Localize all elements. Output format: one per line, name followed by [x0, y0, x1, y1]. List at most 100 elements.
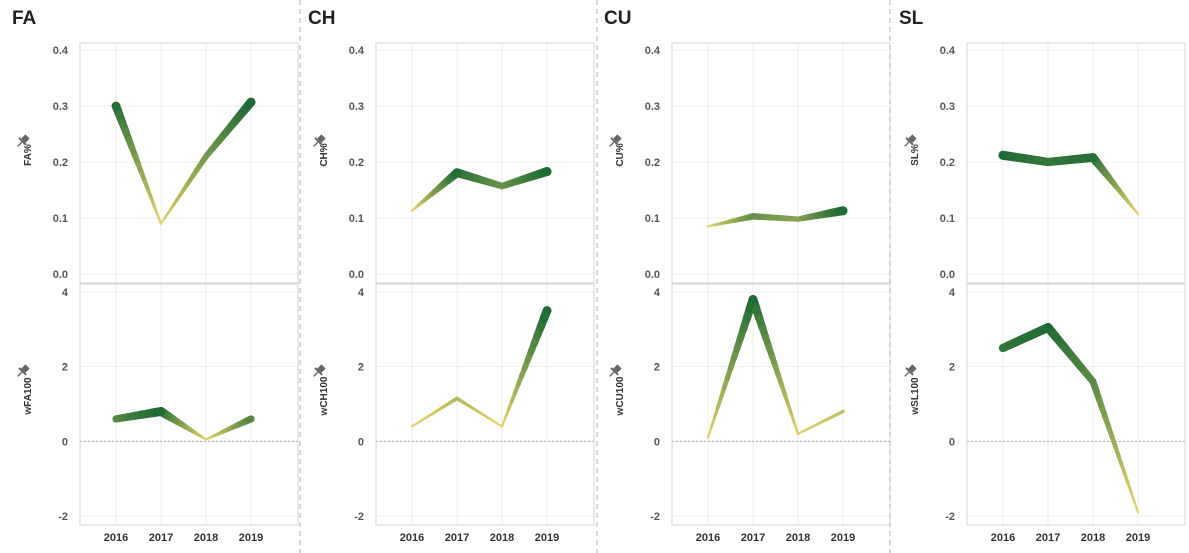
panel-fa-bottom-frame	[79, 283, 299, 526]
panel-cu-bottom-segment-1	[748, 295, 800, 436]
pin-icon-needle	[904, 141, 910, 147]
panel-fa-top-row: 0.4 0.3 0.2 0.1 0.0 FA%	[17, 42, 299, 284]
panel-sl-xtick-3: 2019	[1126, 532, 1150, 544]
panel-sl-bottom-segment-2	[1089, 378, 1140, 514]
pin-icon-head	[317, 134, 326, 143]
panel-ch-bottom-segment-0	[410, 396, 459, 428]
pin-icon	[609, 364, 622, 377]
panel-sl-bottom-series	[998, 322, 1140, 514]
panel-sl-bottom-frame	[966, 283, 1186, 526]
pin-icon-head	[613, 364, 622, 373]
panel-ch-bottom-ytick-2: 0	[358, 436, 364, 448]
panel-ch-top-point-1	[452, 168, 462, 178]
panel-cu-bottom-segment-0	[706, 295, 758, 439]
panel-ch-xtick-0: 2016	[400, 532, 424, 544]
panel-cu-xtick-2: 2018	[786, 532, 810, 544]
panel-ch-bottom-ytick-0: 4	[358, 287, 365, 299]
panel-ch-bottom-row: 4 2 0 -2 wCH100	[313, 283, 595, 526]
panel-ch-bottom-point-3	[542, 306, 552, 316]
panel-fa-top-ytick-3: 0.1	[53, 213, 68, 225]
panel-ch-title: CH	[308, 8, 335, 29]
panel-ch-xtick-2: 2018	[490, 532, 514, 544]
panel-sl-bottom-point-0	[998, 343, 1008, 353]
panel-sl-bottom-point-1	[1043, 322, 1053, 332]
panel-sl-xtick-1: 2017	[1036, 532, 1060, 544]
panel-fa-top-ytick-2: 0.2	[53, 157, 68, 169]
pin-icon-needle	[17, 141, 23, 147]
panel-ch-bottom-point-1	[455, 396, 459, 401]
panel-sl-bottom-ytick-1: 2	[949, 362, 955, 374]
panel-cu-xtick-1: 2017	[741, 532, 765, 544]
pin-icon-collar	[610, 137, 619, 146]
panel-cu-bottom-ylabel: wCU100	[615, 376, 626, 416]
panel-ch-bottom-segment-2	[500, 306, 552, 428]
panel-sl-xtick-2: 2018	[1081, 532, 1105, 544]
panel-fa-top-point-1	[160, 222, 162, 225]
panel-fa-top-ytick-4: 0.0	[53, 269, 68, 281]
panel-cu-top-point-0	[707, 225, 709, 228]
panel-cu-top-ytick-0: 0.4	[645, 45, 661, 57]
panel-cu-bottom-ytick-3: -2	[650, 511, 660, 523]
panel-ch-top-ylabel: CH%	[319, 143, 330, 166]
panel-ch-bottom-point-0	[411, 425, 413, 428]
panel-sl-bottom-ytick-3: -2	[945, 511, 955, 523]
pin-icon-needle	[313, 141, 319, 147]
panel-fa-bottom-point-2	[205, 438, 207, 441]
panel-ch-bottom-point-2	[501, 425, 503, 428]
panel-fa-bottom-point-1	[156, 406, 166, 416]
panel-cu-title: CU	[604, 8, 631, 29]
pin-icon-collar	[314, 137, 323, 146]
pin-icon	[609, 134, 622, 147]
panel-cu-top-series	[706, 206, 848, 228]
pin-icon-needle	[609, 371, 615, 377]
panel-ch-top-ytick-1: 0.3	[349, 101, 364, 113]
panel-sl-top-point-0	[998, 150, 1008, 160]
pin-icon	[17, 364, 30, 377]
panel-fa-top-segment-1	[159, 153, 209, 225]
panel-ch-top-segment-0	[410, 168, 462, 212]
pin-icon-collar	[610, 367, 619, 376]
panel-fa-bottom-ytick-1: 2	[62, 362, 68, 374]
panel-ch-top-ytick-4: 0.0	[349, 269, 364, 281]
panel-fa-bottom-ytick-3: -2	[58, 511, 68, 523]
panel-cu-top-ytick-2: 0.2	[645, 157, 660, 169]
panel-cu-bottom-ytick-2: 0	[654, 436, 660, 448]
pin-icon-head	[317, 364, 326, 373]
panel-fa-bottom-ytick-2: 0	[62, 436, 68, 448]
panel-sl-top-point-1	[1043, 157, 1053, 167]
panel-cu-top-row: 0.4 0.3 0.2 0.1 0.0 CU%	[609, 42, 891, 284]
pin-icon-collar	[905, 367, 914, 376]
panel-sl-top-point-2	[1088, 153, 1098, 162]
panel-sl-top-ytick-1: 0.3	[940, 101, 955, 113]
panel-sl-bottom-ytick-0: 4	[949, 287, 956, 299]
panel-fa-top-ylabel: FA%	[23, 144, 34, 166]
panel-cu-bottom-point-0	[707, 436, 709, 439]
pin-icon-head	[21, 364, 30, 373]
panel-sl-title: SL	[899, 8, 924, 29]
panel-sl-bottom-segment-0	[998, 322, 1053, 353]
panel-fa-bottom-segment-0	[112, 407, 166, 423]
panel-ch-bottom-series	[410, 306, 552, 428]
panel-ch-top-frame	[375, 42, 595, 284]
panel-ch-bottom-frame	[375, 283, 595, 526]
panel-cu-xtick-3: 2019	[831, 532, 855, 544]
panel-sl-top-ytick-3: 0.1	[940, 213, 955, 225]
panel-fa-bottom-point-3	[247, 415, 255, 423]
panel-fa-bottom-segment-1	[156, 407, 208, 441]
panel-cu-top-ylabel: CU%	[615, 143, 626, 166]
panel-fa-bottom-series	[112, 406, 255, 441]
panel-ch-xtick-3: 2019	[535, 532, 559, 544]
panel-cu-top-ytick-4: 0.0	[645, 269, 660, 281]
panel-cu-bottom-series	[706, 294, 845, 439]
panel-sl-top-row: 0.4 0.3 0.2 0.1 0.0 SL%	[904, 42, 1186, 284]
pin-icon	[904, 134, 917, 147]
panel-ch-top-series	[410, 167, 552, 212]
panel-sl-top-frame	[966, 42, 1186, 284]
pin-icon-head	[613, 134, 622, 143]
panel-fa-bottom-ytick-0: 4	[62, 287, 69, 299]
panel-cu-top-ytick-1: 0.3	[645, 101, 660, 113]
panel-sl-bottom-ytick-2: 0	[949, 436, 955, 448]
panel-cu-bottom-segment-2	[796, 409, 845, 435]
panel-fa-xtick-2: 2018	[194, 532, 218, 544]
